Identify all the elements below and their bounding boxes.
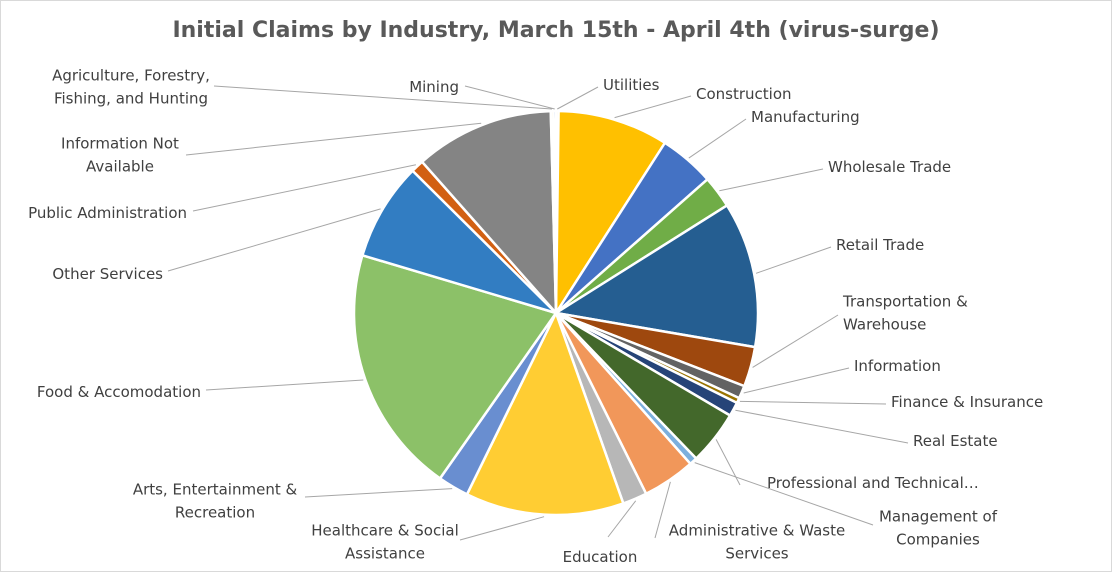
- slice-label-9: Real Estate: [913, 432, 998, 450]
- slice-label-12: Administrative & Waste Services: [669, 522, 845, 563]
- leader-line-1: [557, 86, 599, 110]
- slice-label-18: Public Administration: [28, 204, 187, 222]
- slice-label-14: Healthcare & Social Assistance: [311, 522, 458, 563]
- leader-line-8: [739, 400, 887, 405]
- slice-label-4: Wholesale Trade: [828, 158, 951, 176]
- leader-line-9: [735, 409, 909, 444]
- pie-slice-14: [465, 311, 625, 517]
- slice-label-5: Retail Trade: [836, 236, 924, 254]
- chart-title: Initial Claims by Industry, March 15th -…: [172, 18, 940, 43]
- pie-slice-16: [352, 254, 558, 480]
- slice-label-7: Information: [854, 357, 941, 375]
- slice-label-21: Mining: [409, 78, 459, 96]
- leader-line-21: [464, 85, 555, 110]
- pie-slice-2: [554, 109, 667, 315]
- slice-label-19: Information Not Available: [61, 135, 179, 176]
- leader-line-20: [213, 85, 553, 110]
- slice-label-1: Utilities: [603, 76, 660, 94]
- leader-line-15: [304, 488, 453, 498]
- slice-label-3: Manufacturing: [751, 108, 860, 126]
- leader-lines: [167, 85, 909, 541]
- slice-labels: Utilities Construction Manufacturing Wholes…: [28, 67, 1043, 567]
- leader-line-13: [607, 500, 637, 538]
- slice-label-10: Professional and Technical…: [767, 474, 979, 492]
- leader-line-5: [755, 246, 832, 274]
- slice-label-16: Food & Accomodation: [37, 383, 201, 401]
- slice-label-8: Finance & Insurance: [891, 393, 1043, 411]
- slice-label-11: Management of Companies: [879, 508, 998, 549]
- pie-slice-5: [554, 204, 760, 349]
- pie-slice-19: [420, 109, 558, 315]
- slice-label-15: Arts, Entertainment & Recreation: [133, 481, 298, 522]
- leader-line-10: [715, 439, 741, 486]
- leader-line-6: [752, 314, 839, 368]
- slice-label-6: Transportation & Warehouse: [842, 293, 968, 334]
- leader-line-11: [694, 462, 874, 526]
- leader-line-7: [743, 367, 850, 394]
- slice-label-17: Other Services: [52, 265, 163, 283]
- pie-slices: [352, 109, 760, 517]
- leader-line-17: [167, 208, 381, 272]
- pie-slice-21: [552, 109, 558, 315]
- leader-line-16: [205, 379, 364, 391]
- slice-label-13: Education: [563, 548, 638, 566]
- leader-line-3: [688, 118, 747, 159]
- leader-line-12: [654, 481, 671, 539]
- leader-line-19: [185, 122, 482, 156]
- leader-line-2: [614, 95, 692, 119]
- leader-line-14: [459, 516, 545, 541]
- pie-slice-17: [361, 169, 558, 315]
- slice-label-20: Agriculture, Forestry, Fishing, and Hunti…: [52, 67, 210, 108]
- leader-line-18: [192, 164, 417, 212]
- leader-line-4: [719, 168, 824, 192]
- slice-label-2: Construction: [696, 85, 792, 103]
